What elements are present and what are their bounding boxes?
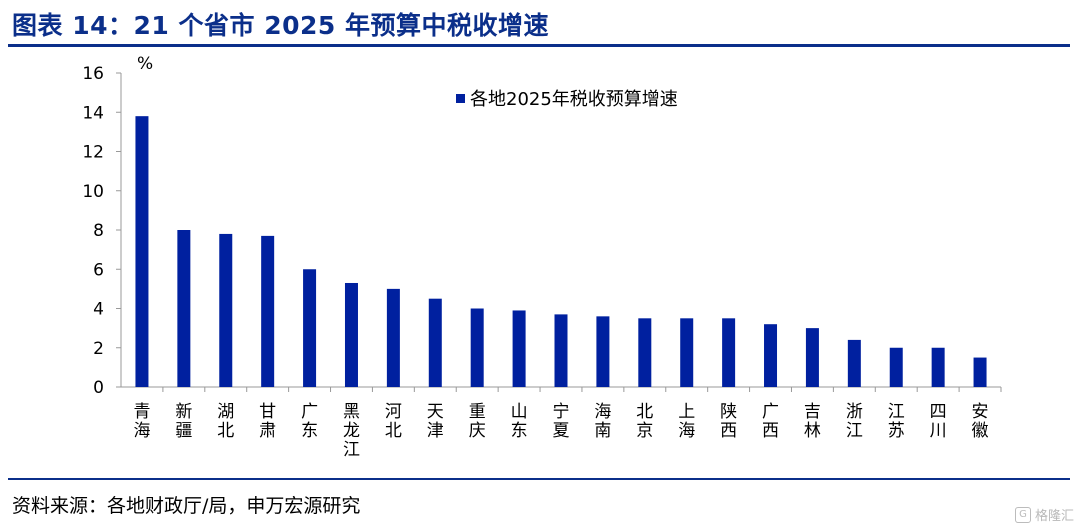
- watermark-text: 格隆汇: [1034, 509, 1074, 524]
- bar-6: [344, 282, 358, 387]
- x-tick-label: 宁夏: [553, 402, 570, 441]
- x-tick-label: 陕西: [720, 402, 737, 441]
- x-tick-label: 新疆: [175, 402, 192, 441]
- bar-2: [177, 230, 191, 387]
- x-tick-label: 江苏: [888, 402, 905, 441]
- page-title: 图表 14：21 个省市 2025 年预算中税收增速: [12, 11, 549, 40]
- x-tick-label: 河北: [385, 402, 402, 441]
- y-tick-label: 8: [93, 221, 104, 241]
- x-tick-label: 广东: [301, 402, 318, 441]
- bar-10: [512, 310, 526, 387]
- y-tick-label: 0: [93, 378, 104, 398]
- x-tick-label: 海南: [594, 402, 611, 441]
- x-tick-label: 甘肃: [259, 402, 276, 441]
- bar-9: [470, 308, 484, 387]
- x-tick-label: 青海: [133, 402, 150, 441]
- bar-8: [428, 298, 442, 387]
- bar-15: [722, 318, 736, 387]
- bar-7: [386, 288, 400, 387]
- bar-3: [219, 233, 233, 387]
- legend-label: 各地2025年税收预算增速: [470, 89, 678, 110]
- bar-14: [680, 318, 694, 387]
- x-tick-label: 天津: [427, 402, 444, 441]
- watermark-logo-icon: G: [1014, 506, 1031, 523]
- title-divider: [8, 44, 1070, 47]
- y-tick-label: 16: [82, 64, 104, 84]
- y-tick-label: 10: [82, 182, 104, 202]
- bar-1: [135, 116, 149, 388]
- x-tick-label: 黑龙江: [343, 402, 360, 460]
- x-tick-label: 广西: [762, 402, 779, 441]
- y-tick-label: 6: [93, 260, 104, 280]
- bar-17: [805, 328, 819, 387]
- bar-16: [764, 324, 778, 387]
- x-tick-label: 湖北: [217, 402, 234, 441]
- y-tick-label: 2: [93, 339, 104, 359]
- x-tick-label: 北京: [636, 402, 653, 441]
- bar-13: [638, 318, 652, 387]
- bar-19: [889, 347, 903, 387]
- y-tick-label: 14: [82, 103, 104, 123]
- y-axis-unit-label: %: [137, 54, 153, 74]
- x-tick-label: 四川: [930, 402, 947, 441]
- x-tick-label: 山东: [511, 402, 528, 441]
- x-tick-label: 安徽: [972, 402, 989, 441]
- x-tick-label: 吉林: [804, 402, 821, 441]
- source-note: 资料来源：各地财政厅/局，申万宏源研究: [12, 495, 361, 517]
- legend-marker: [456, 94, 465, 103]
- bar-12: [596, 316, 610, 387]
- x-tick-label: 重庆: [469, 402, 486, 441]
- bar-5: [303, 269, 317, 387]
- bar-21: [973, 357, 987, 387]
- bar-18: [847, 339, 861, 387]
- y-tick-label: 4: [93, 300, 104, 320]
- watermark: G 格隆汇: [1014, 505, 1074, 524]
- footer-divider: [8, 478, 1070, 480]
- y-tick-label: 12: [82, 143, 104, 163]
- x-tick-label: 浙江: [846, 402, 863, 441]
- bar-20: [931, 347, 945, 387]
- bar-4: [261, 235, 275, 387]
- bar-11: [554, 314, 568, 387]
- x-tick-label: 上海: [678, 402, 695, 441]
